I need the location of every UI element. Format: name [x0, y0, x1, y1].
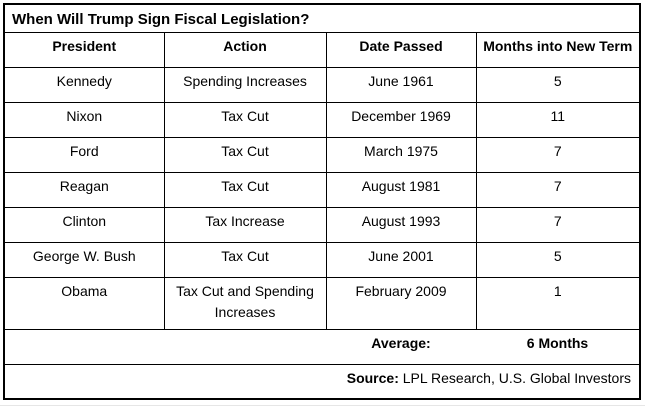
cell-date: August 1981 [325, 171, 477, 208]
table-title: When Will Trump Sign Fiscal Legislation? [3, 3, 641, 33]
title-row: When Will Trump Sign Fiscal Legislation? [3, 3, 641, 33]
cell-months: 5 [475, 66, 641, 103]
col-header-months: Months into New Term [475, 31, 641, 68]
cell-action: Tax Cut [163, 136, 327, 173]
cell-date: March 1975 [325, 136, 477, 173]
source-row: Source: LPL Research, U.S. Global Invest… [4, 363, 641, 400]
table-row: Nixon Tax Cut December 1969 11 [3, 101, 641, 138]
fiscal-legislation-table: When Will Trump Sign Fiscal Legislation?… [3, 3, 642, 400]
cell-months: 7 [475, 171, 641, 208]
source-label: Source: [346, 369, 399, 386]
cell-months: 1 [475, 276, 641, 330]
cell-action: Spending Increases [163, 66, 327, 103]
cell-months: 7 [475, 206, 641, 243]
cell-date: December 1969 [325, 101, 477, 138]
table-row: Reagan Tax Cut August 1981 7 [3, 171, 641, 208]
header-row: President Action Date Passed Months into… [3, 31, 641, 68]
table-row: Ford Tax Cut March 1975 7 [3, 136, 641, 173]
summary-row: Average: 6 Months [4, 328, 641, 365]
col-header-action: Action [163, 31, 327, 68]
source-cell: Source: LPL Research, U.S. Global Invest… [4, 363, 641, 400]
cell-date: June 2001 [325, 241, 477, 278]
cell-president: Reagan [3, 171, 165, 208]
table-row: Clinton Tax Increase August 1993 7 [3, 206, 641, 243]
table-row: George W. Bush Tax Cut June 2001 5 [3, 241, 641, 278]
cell-president: Obama [3, 276, 165, 330]
cell-president: Ford [3, 136, 165, 173]
col-header-date-passed: Date Passed [325, 31, 477, 68]
cell-president: George W. Bush [3, 241, 165, 278]
cell-president: Clinton [3, 206, 165, 243]
cell-president: Kennedy [3, 66, 165, 103]
average-value: 6 Months [476, 328, 641, 365]
cell-months: 7 [475, 136, 641, 173]
col-header-president: President [3, 31, 165, 68]
cell-action: Tax Cut and Spending Increases [163, 276, 327, 330]
cell-months: 5 [475, 241, 641, 278]
cell-action: Tax Cut [163, 101, 327, 138]
cell-months: 11 [475, 101, 641, 138]
cell-date: February 2009 [325, 276, 477, 330]
cell-action: Tax Increase [163, 206, 327, 243]
table-row: Kennedy Spending Increases June 1961 5 [3, 66, 641, 103]
cell-president: Nixon [3, 101, 165, 138]
average-label: Average: [326, 328, 476, 365]
table-row: Obama Tax Cut and Spending Increases Feb… [3, 276, 641, 330]
cell-date: August 1993 [325, 206, 477, 243]
cell-action: Tax Cut [163, 171, 327, 208]
source-text: LPL Research, U.S. Global Investors [398, 369, 632, 386]
cell-date: June 1961 [325, 66, 477, 103]
summary-spacer [4, 328, 326, 365]
cell-action: Tax Cut [163, 241, 327, 278]
